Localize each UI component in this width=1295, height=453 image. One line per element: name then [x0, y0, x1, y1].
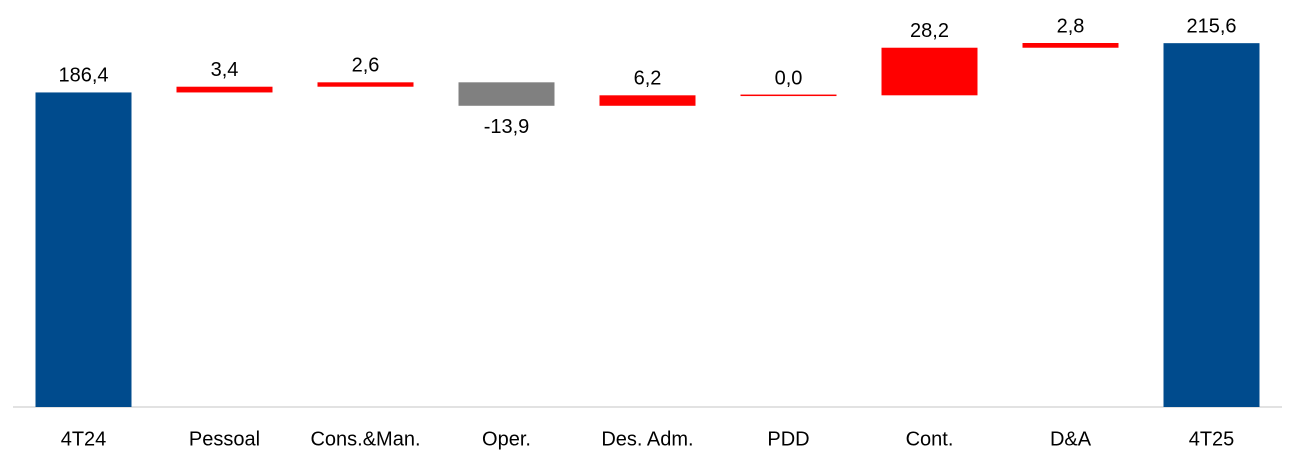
- bar: [599, 95, 696, 106]
- value-label: 6,2: [634, 68, 662, 90]
- x-tick-label: Cons.&Man.: [310, 428, 420, 450]
- x-tick-label: Oper.: [482, 428, 531, 450]
- x-tick-label: 4T25: [1189, 428, 1235, 450]
- bar: [458, 82, 555, 106]
- value-label: -13,9: [484, 116, 530, 138]
- x-tick-label: D&A: [1050, 428, 1092, 450]
- value-label: 28,2: [910, 20, 949, 42]
- value-label: 0,0: [775, 68, 803, 90]
- value-label: 3,4: [211, 59, 239, 81]
- bar: [740, 94, 837, 97]
- x-tick-label: 4T24: [61, 428, 107, 450]
- value-label: 215,6: [1186, 15, 1236, 37]
- x-tick-label: Pessoal: [189, 428, 260, 450]
- value-label: 2,6: [352, 55, 380, 77]
- bar: [881, 47, 978, 96]
- bar: [1022, 43, 1119, 48]
- bar: [1163, 43, 1260, 407]
- x-tick-label: Cont.: [906, 428, 954, 450]
- bar: [35, 92, 132, 408]
- value-label: 2,8: [1057, 15, 1085, 37]
- value-label: 186,4: [58, 65, 108, 87]
- x-tick-label: Des. Adm.: [601, 428, 693, 450]
- x-tick-label: PDD: [767, 428, 809, 450]
- bar: [317, 82, 414, 87]
- bar: [176, 86, 273, 93]
